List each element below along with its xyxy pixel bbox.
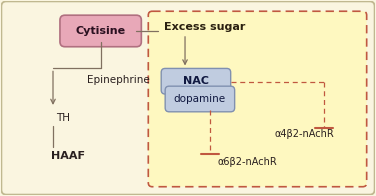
FancyBboxPatch shape	[2, 1, 374, 195]
Text: dopamine: dopamine	[174, 94, 226, 104]
FancyBboxPatch shape	[165, 86, 235, 112]
Text: TH: TH	[56, 113, 70, 123]
FancyBboxPatch shape	[60, 15, 141, 47]
Text: Excess sugar: Excess sugar	[164, 22, 246, 32]
Text: NAC: NAC	[183, 76, 209, 86]
FancyBboxPatch shape	[161, 68, 231, 94]
Text: α6β2-nAchR: α6β2-nAchR	[218, 157, 277, 167]
FancyBboxPatch shape	[148, 11, 367, 187]
Text: HAAF: HAAF	[51, 151, 85, 161]
Text: Epinephrine: Epinephrine	[87, 75, 150, 85]
Text: Cytisine: Cytisine	[76, 26, 126, 36]
Text: α4β2-nAchR: α4β2-nAchR	[274, 130, 334, 140]
